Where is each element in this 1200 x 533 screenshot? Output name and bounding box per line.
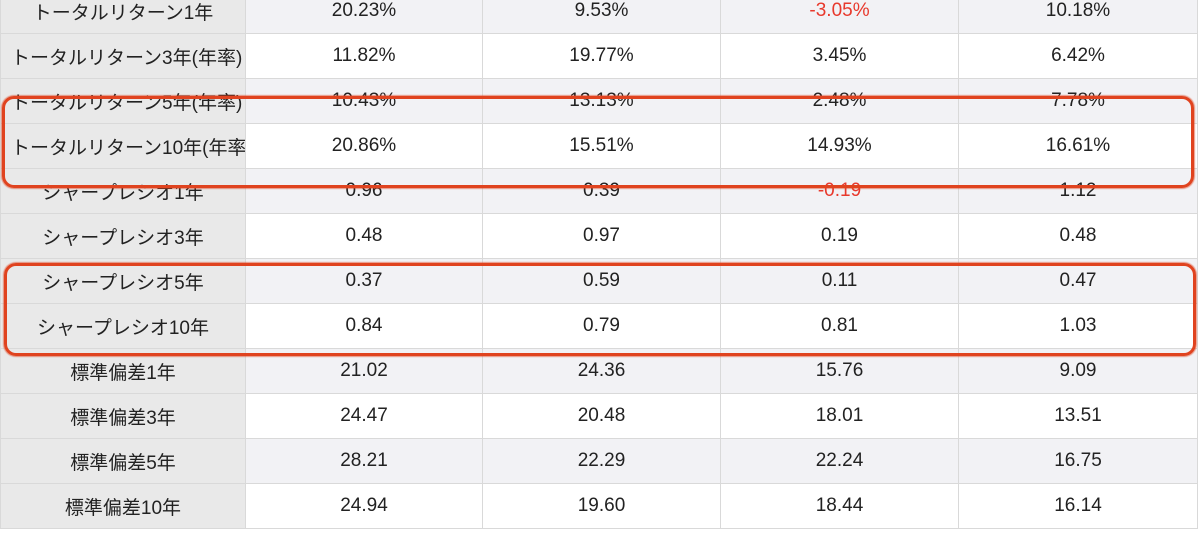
table-row-total-return-1y: トータルリターン1年 20.23% 9.53% -3.05% 10.18% bbox=[0, 0, 1198, 34]
cell-fund-3: 0.81 bbox=[720, 303, 959, 349]
table-row-sharpe-1y: シャープレシオ1年 0.96 0.39 -0.19 1.12 bbox=[0, 168, 1198, 214]
cell-fund-3: 3.45% bbox=[720, 33, 959, 79]
table-row-sharpe-3y: シャープレシオ3年 0.48 0.97 0.19 0.48 bbox=[0, 213, 1198, 259]
cell-fund-1: 10.43% bbox=[245, 78, 483, 124]
cell-fund-1: 0.96 bbox=[245, 168, 483, 214]
table-row-stddev-5y: 標準偏差5年 28.21 22.29 22.24 16.75 bbox=[0, 438, 1198, 484]
cell-fund-1: 11.82% bbox=[245, 33, 483, 79]
cell-fund-1: 24.94 bbox=[245, 483, 483, 529]
cell-fund-4: 0.48 bbox=[958, 213, 1198, 259]
highlight-box-sharpe-ratio bbox=[4, 263, 1196, 356]
cell-fund-4: 6.42% bbox=[958, 33, 1198, 79]
cell-fund-3: 14.93% bbox=[720, 123, 959, 169]
cell-fund-3: 0.19 bbox=[720, 213, 959, 259]
cell-fund-2: 15.51% bbox=[482, 123, 721, 169]
cell-fund-2: 22.29 bbox=[482, 438, 721, 484]
table-row-total-return-3y: トータルリターン3年(年率) 11.82% 19.77% 3.45% 6.42% bbox=[0, 33, 1198, 79]
cell-fund-2: 0.39 bbox=[482, 168, 721, 214]
cell-fund-4: 7.78% bbox=[958, 78, 1198, 124]
cell-fund-1: 0.48 bbox=[245, 213, 483, 259]
table-row-sharpe-10y: シャープレシオ10年 0.84 0.79 0.81 1.03 bbox=[0, 303, 1198, 349]
row-label: トータルリターン1年 bbox=[0, 0, 246, 34]
cell-fund-3: 22.24 bbox=[720, 438, 959, 484]
table-row-stddev-10y: 標準偏差10年 24.94 19.60 18.44 16.14 bbox=[0, 483, 1198, 529]
row-label: シャープレシオ3年 bbox=[0, 213, 246, 259]
cell-fund-4: 16.14 bbox=[958, 483, 1198, 529]
cell-fund-4: 16.61% bbox=[958, 123, 1198, 169]
cell-fund-3-negative: -3.05% bbox=[720, 0, 959, 34]
cell-fund-3: 18.44 bbox=[720, 483, 959, 529]
cell-fund-2: 9.53% bbox=[482, 0, 721, 34]
cell-fund-1: 24.47 bbox=[245, 393, 483, 439]
cell-fund-4: 1.03 bbox=[958, 303, 1198, 349]
cell-fund-2: 0.97 bbox=[482, 213, 721, 259]
cell-fund-2: 19.60 bbox=[482, 483, 721, 529]
cell-fund-1: 20.86% bbox=[245, 123, 483, 169]
row-label: 標準偏差5年 bbox=[0, 438, 246, 484]
cell-fund-1: 28.21 bbox=[245, 438, 483, 484]
table-row-total-return-10y: トータルリターン10年(年率) 20.86% 15.51% 14.93% 16.… bbox=[0, 123, 1198, 169]
cell-fund-3: 2.48% bbox=[720, 78, 959, 124]
cell-fund-4: 13.51 bbox=[958, 393, 1198, 439]
row-label: 標準偏差10年 bbox=[0, 483, 246, 529]
cell-fund-1: 0.84 bbox=[245, 303, 483, 349]
cell-fund-2: 13.13% bbox=[482, 78, 721, 124]
cell-fund-2: 20.48 bbox=[482, 393, 721, 439]
row-label: トータルリターン3年(年率) bbox=[0, 33, 246, 79]
cell-fund-3: 18.01 bbox=[720, 393, 959, 439]
cell-fund-4: 1.12 bbox=[958, 168, 1198, 214]
row-label: 標準偏差3年 bbox=[0, 393, 246, 439]
highlight-box-total-return bbox=[2, 96, 1194, 188]
cell-fund-3-negative: -0.19 bbox=[720, 168, 959, 214]
cell-fund-4: 16.75 bbox=[958, 438, 1198, 484]
row-label: トータルリターン10年(年率) bbox=[0, 123, 246, 169]
cell-fund-1: 20.23% bbox=[245, 0, 483, 34]
cell-fund-2: 24.36 bbox=[482, 348, 721, 394]
cell-fund-4: 10.18% bbox=[958, 0, 1198, 34]
table-row-stddev-3y: 標準偏差3年 24.47 20.48 18.01 13.51 bbox=[0, 393, 1198, 439]
cell-fund-2: 19.77% bbox=[482, 33, 721, 79]
